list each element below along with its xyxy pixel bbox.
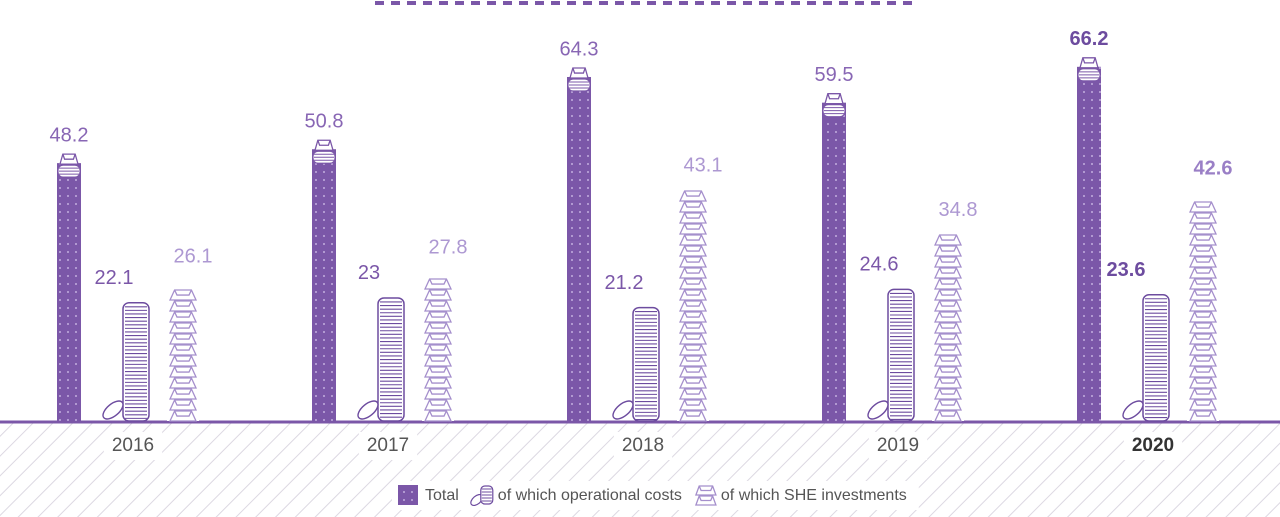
value-label: 22.1 bbox=[95, 267, 134, 289]
value-label: 24.6 bbox=[860, 254, 899, 276]
operational-bar bbox=[633, 308, 659, 421]
ingot-icon bbox=[1080, 58, 1098, 68]
value-label: 50.8 bbox=[305, 111, 344, 133]
ingot-icon bbox=[60, 154, 78, 164]
value-label: 66.2 bbox=[1070, 28, 1109, 50]
value-label: 59.5 bbox=[815, 64, 854, 86]
year-label: 2016 bbox=[112, 435, 154, 456]
legend-label: of which SHE investments bbox=[721, 487, 907, 504]
total-bar bbox=[822, 103, 846, 421]
operational-bar bbox=[123, 303, 149, 421]
ingot-icon bbox=[570, 68, 588, 78]
year-label: 2017 bbox=[367, 435, 409, 456]
loose-coin bbox=[1120, 398, 1146, 423]
year-label: 2020 bbox=[1132, 435, 1174, 456]
value-label: 48.2 bbox=[50, 124, 89, 146]
value-label: 23 bbox=[358, 262, 380, 284]
value-label: 34.8 bbox=[939, 199, 978, 221]
legend-label: Total bbox=[425, 487, 459, 504]
value-label: 21.2 bbox=[605, 272, 644, 294]
legend-swatch bbox=[398, 485, 418, 505]
year-label: 2019 bbox=[877, 435, 919, 456]
ingot-icon bbox=[315, 140, 333, 150]
value-label: 23.6 bbox=[1107, 259, 1146, 281]
total-bar bbox=[1077, 67, 1101, 421]
total-bar bbox=[567, 77, 591, 421]
legend: Total of which operational costs of which … bbox=[392, 481, 919, 510]
loose-coin bbox=[355, 398, 381, 423]
ingot-icon bbox=[825, 94, 843, 104]
value-label: 27.8 bbox=[429, 237, 468, 259]
year-label: 2018 bbox=[622, 435, 664, 456]
value-label: 26.1 bbox=[174, 246, 213, 268]
page: {"chart_data": {"type": "bar", "categori… bbox=[0, 0, 1280, 517]
loose-coin bbox=[100, 398, 126, 423]
total-bar bbox=[312, 149, 336, 421]
legend-label: of which operational costs bbox=[498, 487, 682, 504]
loose-coin bbox=[610, 398, 636, 423]
value-label: 42.6 bbox=[1194, 157, 1233, 179]
value-label: 43.1 bbox=[684, 155, 723, 177]
total-bar bbox=[57, 163, 81, 421]
chart: 2016 48.2 22.1 26.1 2017 50.8 23 27.8 2018 64.3 21… bbox=[0, 0, 1280, 517]
plot: 2016 48.2 22.1 26.1 2017 50.8 23 27.8 2018 64.3 21… bbox=[50, 28, 1233, 460]
value-label: 64.3 bbox=[560, 38, 599, 60]
loose-coin bbox=[865, 398, 891, 423]
